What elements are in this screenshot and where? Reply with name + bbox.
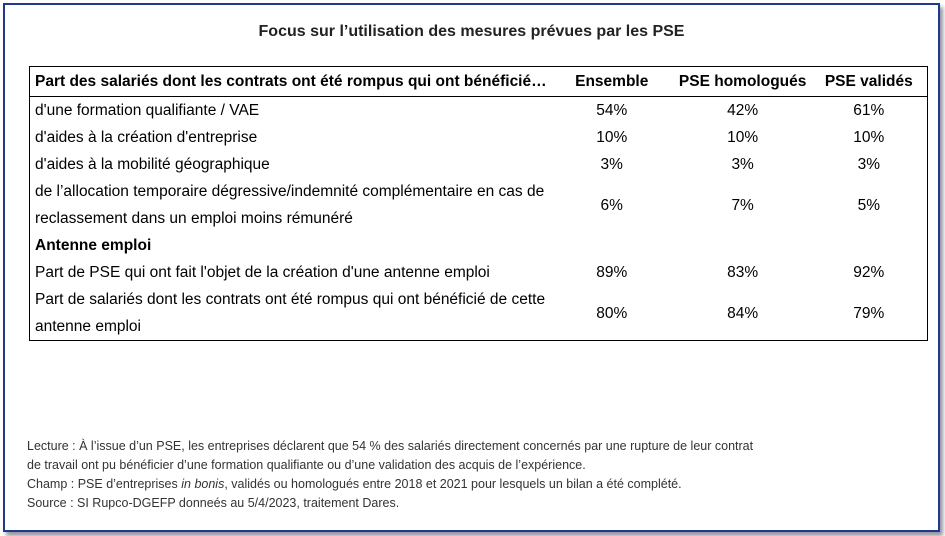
cell-homologues: 42% xyxy=(727,102,759,119)
row-label: d'aides à la création d'entreprise xyxy=(35,129,258,146)
cell-valides: 10% xyxy=(853,129,885,146)
cell-homologues: 3% xyxy=(731,156,754,173)
section-heading: Antenne emploi xyxy=(35,237,152,254)
row-label: d'une formation qualifiante / VAE xyxy=(35,102,260,119)
measures-table: Part des salariés dont les contrats ont … xyxy=(29,66,928,341)
table-row: de l’allocation temporaire dégressive/in… xyxy=(30,178,928,232)
table-row: d'aides à la mobilité géographique 3% 3%… xyxy=(30,151,928,178)
header-ensemble: Ensemble xyxy=(548,66,675,97)
table-header-row: Part des salariés dont les contrats ont … xyxy=(29,66,928,97)
header-pse-homologues: PSE homologués xyxy=(674,66,811,97)
note-champ: Champ : PSE d’entreprises in bonis, vali… xyxy=(27,475,932,494)
figure-title: Focus sur l’utilisation des mesures prév… xyxy=(258,23,685,40)
note-lecture-line-1: Lecture : À l’issue d’un PSE, les entrep… xyxy=(27,439,754,453)
cell-ensemble: 3% xyxy=(600,156,623,173)
note-lecture-line-2: de travail ont pu bénéficier d’une forma… xyxy=(27,458,586,472)
note-champ-prefix: Champ : PSE d’entreprises xyxy=(27,477,182,491)
figure-notes: Lecture : À l’issue d’un PSE, les entrep… xyxy=(27,437,932,513)
cell-homologues: 7% xyxy=(731,196,754,214)
cell-homologues: 10% xyxy=(727,129,759,146)
section-row: Antenne emploi xyxy=(30,232,928,259)
cell-valides: 5% xyxy=(857,196,880,214)
table-row: Part de PSE qui ont fait l'objet de la c… xyxy=(30,259,928,286)
cell-ensemble: 6% xyxy=(600,196,623,214)
cell-ensemble: 10% xyxy=(596,129,628,146)
header-label: Part des salariés dont les contrats ont … xyxy=(29,66,549,97)
cell-valides: 92% xyxy=(853,264,885,281)
figure-frame: Focus sur l’utilisation des mesures prév… xyxy=(3,3,940,532)
cell-ensemble: 80% xyxy=(596,304,628,322)
row-label: de l’allocation temporaire dégressive/in… xyxy=(35,183,545,227)
row-label: d'aides à la mobilité géographique xyxy=(35,156,270,173)
row-label: Part de salariés dont les contrats ont é… xyxy=(35,291,546,335)
cell-homologues: 83% xyxy=(727,264,759,281)
table-row: Part de salariés dont les contrats ont é… xyxy=(30,286,928,341)
row-label: Part de PSE qui ont fait l'objet de la c… xyxy=(35,264,490,281)
note-source: Source : SI Rupco-DGEFP donneés au 5/4/2… xyxy=(27,496,400,510)
cell-ensemble: 89% xyxy=(596,264,628,281)
cell-ensemble: 54% xyxy=(596,102,628,119)
table-row: d'aides à la création d'entreprise 10% 1… xyxy=(30,124,928,151)
cell-valides: 79% xyxy=(853,304,885,322)
table-row: d'une formation qualifiante / VAE 54% 42… xyxy=(30,97,928,125)
header-pse-valides: PSE validés xyxy=(810,66,928,97)
note-champ-suffix: , validés ou homologués entre 2018 et 20… xyxy=(224,477,682,491)
cell-valides: 3% xyxy=(857,156,880,173)
note-champ-italic: in bonis xyxy=(181,477,225,491)
cell-valides: 61% xyxy=(853,102,885,119)
cell-homologues: 84% xyxy=(727,304,759,322)
